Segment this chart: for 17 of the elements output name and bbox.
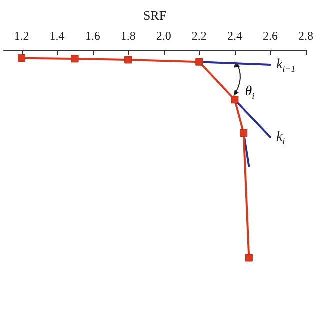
x-tick-label: 2.0: [156, 29, 172, 43]
x-tick-label: 1.4: [50, 29, 65, 43]
x-tick-label: 2.2: [192, 29, 207, 43]
point: [18, 54, 26, 62]
x-tick-label: 2.4: [227, 29, 242, 43]
x-tick-label: 1.8: [120, 29, 136, 43]
point: [124, 56, 132, 64]
x-tick-label: 2.8: [298, 29, 314, 43]
point: [196, 58, 204, 66]
point: [231, 96, 239, 104]
x-tick-label: 1.6: [85, 29, 100, 43]
x-tick-label: 1.2: [14, 29, 30, 43]
point: [240, 129, 248, 137]
point: [71, 55, 79, 63]
x-tick-label: 2.6: [262, 29, 278, 43]
x-axis-title: SRF: [143, 8, 167, 23]
point: [245, 254, 253, 262]
